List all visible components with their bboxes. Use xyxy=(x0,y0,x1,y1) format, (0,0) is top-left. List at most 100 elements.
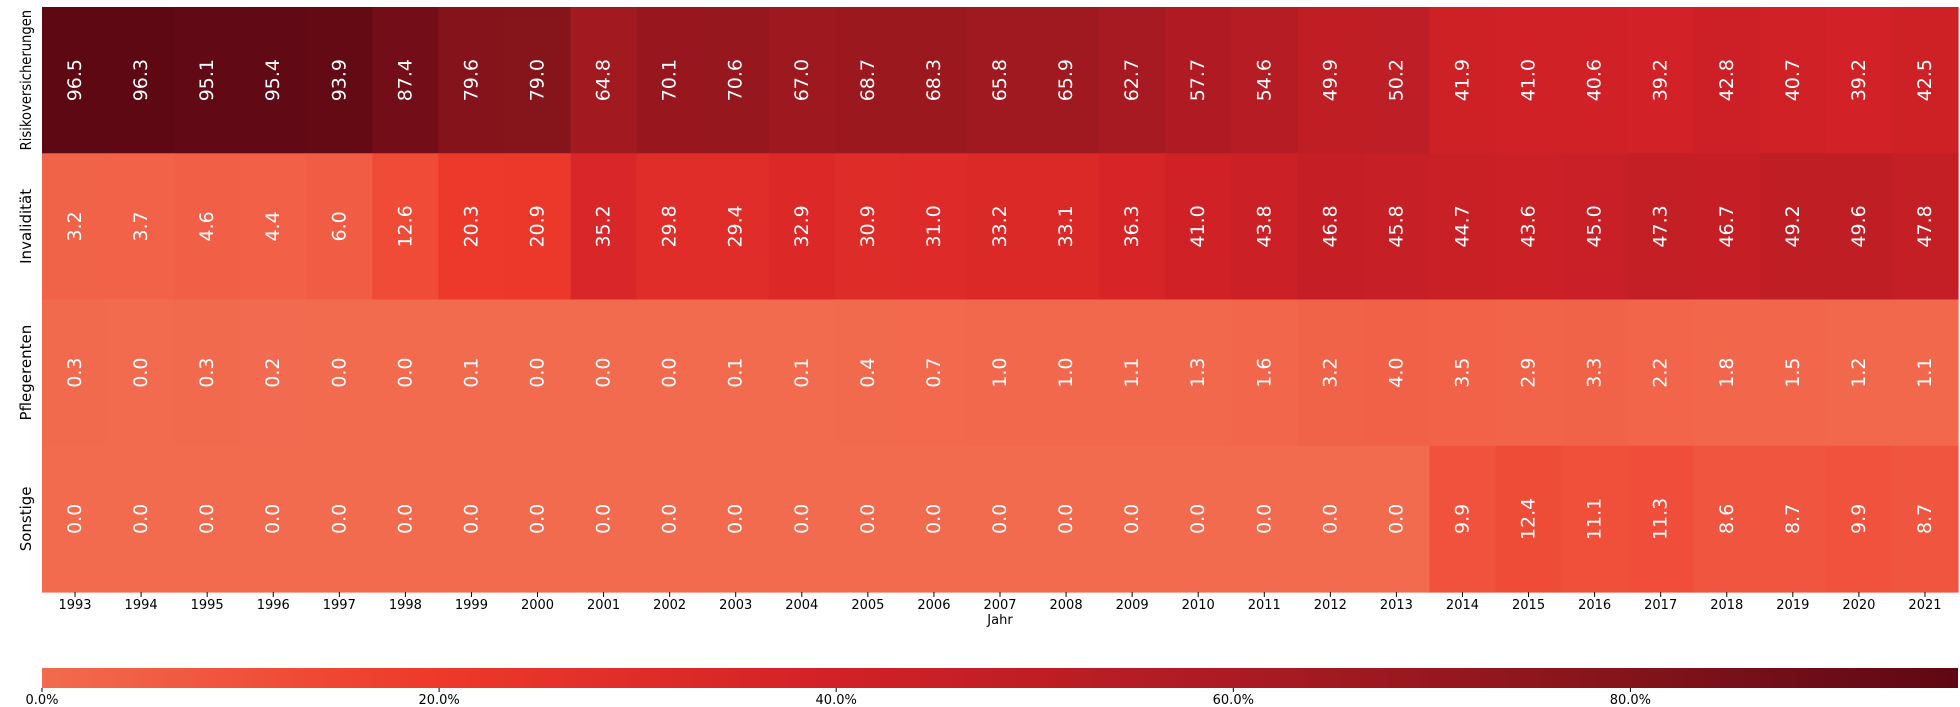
cell-value-label: 0.0 xyxy=(394,358,416,388)
cell-value-label: 43.8 xyxy=(1253,205,1275,247)
heatmap-cell xyxy=(1759,299,1827,447)
cell-value-label: 1.0 xyxy=(1055,358,1077,388)
cell-value-label: 70.1 xyxy=(659,59,681,101)
cell-value-label: 0.3 xyxy=(64,358,86,388)
cell-value-label: 0.0 xyxy=(130,358,152,388)
heatmap-cell xyxy=(1561,445,1629,593)
row-label: Pflegerenten xyxy=(17,325,35,421)
heatmap-cell xyxy=(1165,445,1232,593)
heatmap-cell xyxy=(1429,153,1497,301)
cell-value-label: 57.7 xyxy=(1187,59,1209,101)
x-tick-label: 2009 xyxy=(1116,598,1149,613)
heatmap-cell xyxy=(1033,153,1100,301)
colorbar-tick-label: 0.0% xyxy=(25,693,58,707)
cell-value-label: 1.8 xyxy=(1716,358,1738,388)
cell-value-label: 0.0 xyxy=(791,504,813,534)
colorbar-tick-label: 80.0% xyxy=(1610,693,1651,707)
heatmap-cell xyxy=(42,299,109,447)
heatmap-cell xyxy=(834,299,902,447)
cell-value-label: 46.8 xyxy=(1319,205,1341,247)
heatmap-cell xyxy=(636,299,704,447)
heatmap-cell xyxy=(570,7,638,154)
heatmap-cell xyxy=(1297,7,1364,154)
heatmap-cell xyxy=(1099,299,1166,447)
cell-value-label: 0.0 xyxy=(659,358,681,388)
heatmap-cell xyxy=(1825,7,1893,154)
heatmap-cell xyxy=(240,153,307,301)
cell-value-label: 40.6 xyxy=(1584,59,1606,101)
cell-value-label: 11.1 xyxy=(1584,498,1606,540)
heatmap-cell xyxy=(174,7,241,154)
cell-value-label: 93.9 xyxy=(328,59,350,101)
heatmap-cell xyxy=(504,153,572,301)
heatmap-cell xyxy=(108,445,175,593)
cell-value-label: 35.2 xyxy=(593,205,615,247)
x-tick-label: 2016 xyxy=(1578,598,1611,613)
x-tick-label: 1995 xyxy=(191,598,224,613)
cell-value-label: 62.7 xyxy=(1121,59,1143,101)
heatmap-cell xyxy=(372,153,440,301)
cell-value-label: 12.6 xyxy=(394,205,416,247)
cell-value-label: 0.0 xyxy=(1055,504,1077,534)
heatmap-cell xyxy=(1561,7,1629,154)
heatmap-cell xyxy=(1759,445,1827,593)
heatmap-cell xyxy=(702,7,770,154)
cell-value-label: 4.6 xyxy=(196,211,218,241)
x-tick-label: 1998 xyxy=(389,598,422,613)
heatmap-cell xyxy=(372,7,440,154)
cell-value-label: 29.4 xyxy=(725,205,747,247)
cell-value-label: 3.2 xyxy=(1319,358,1341,388)
heatmap-cell xyxy=(1495,7,1563,154)
colorbar-gradient xyxy=(42,668,1958,688)
heatmap-cell xyxy=(1033,299,1100,447)
heatmap-cell xyxy=(1561,153,1629,301)
heatmap-cell xyxy=(1429,7,1497,154)
cell-value-label: 0.2 xyxy=(262,358,284,388)
heatmap-cell xyxy=(1231,153,1298,301)
cell-value-label: 1.5 xyxy=(1782,358,1804,388)
heatmap-cell xyxy=(768,299,836,447)
heatmap-cell xyxy=(306,7,373,154)
colorbar-tick-label: 20.0% xyxy=(418,693,459,707)
cell-value-label: 12.4 xyxy=(1518,498,1540,540)
cell-value-label: 42.5 xyxy=(1914,59,1936,101)
heatmap-cell xyxy=(438,153,506,301)
heatmap-cell xyxy=(438,445,506,593)
cell-value-label: 1.0 xyxy=(989,358,1011,388)
heatmap-cell xyxy=(1825,299,1893,447)
heatmap-cell xyxy=(1231,7,1298,154)
heatmap-cell xyxy=(1561,299,1629,447)
heatmap-cell xyxy=(1099,445,1166,593)
cell-value-label: 1.1 xyxy=(1914,358,1936,388)
heatmap-cell xyxy=(966,7,1034,154)
cell-value-label: 3.5 xyxy=(1451,358,1473,388)
cell-value-label: 1.1 xyxy=(1121,358,1143,388)
colorbar: 0.0% 20.0% 40.0% 60.0% 80.0% xyxy=(25,668,1958,707)
cell-value-label: 50.2 xyxy=(1385,59,1407,101)
row-labels: Risikoversicherungen Invalidität Pflegeren… xyxy=(17,10,35,551)
heatmap-cell xyxy=(1231,445,1298,593)
heatmap-cell xyxy=(570,445,638,593)
heatmap-cell xyxy=(504,299,572,447)
cell-value-label: 0.0 xyxy=(857,504,879,534)
heatmap-cell xyxy=(834,153,902,301)
cell-value-label: 0.0 xyxy=(1319,504,1341,534)
heatmap-cell xyxy=(1429,445,1497,593)
row-label: Invalidität xyxy=(17,189,35,264)
heatmap-cell xyxy=(900,299,968,447)
heatmap-cell xyxy=(1429,299,1497,447)
heatmap-cell xyxy=(1165,299,1232,447)
heatmap-cell xyxy=(1033,445,1100,593)
cell-value-label: 49.6 xyxy=(1848,205,1870,247)
heatmap-cell xyxy=(636,445,704,593)
cell-value-label: 68.3 xyxy=(923,59,945,101)
heatmap-cell xyxy=(834,445,902,593)
cell-value-label: 30.9 xyxy=(857,205,879,247)
x-tick-label: 2017 xyxy=(1644,598,1677,613)
cell-value-label: 9.9 xyxy=(1451,504,1473,534)
cell-value-label: 87.4 xyxy=(394,59,416,101)
x-tick-label: 2012 xyxy=(1314,598,1347,613)
cell-value-label: 1.3 xyxy=(1187,358,1209,388)
heatmap-cell xyxy=(1627,7,1695,154)
